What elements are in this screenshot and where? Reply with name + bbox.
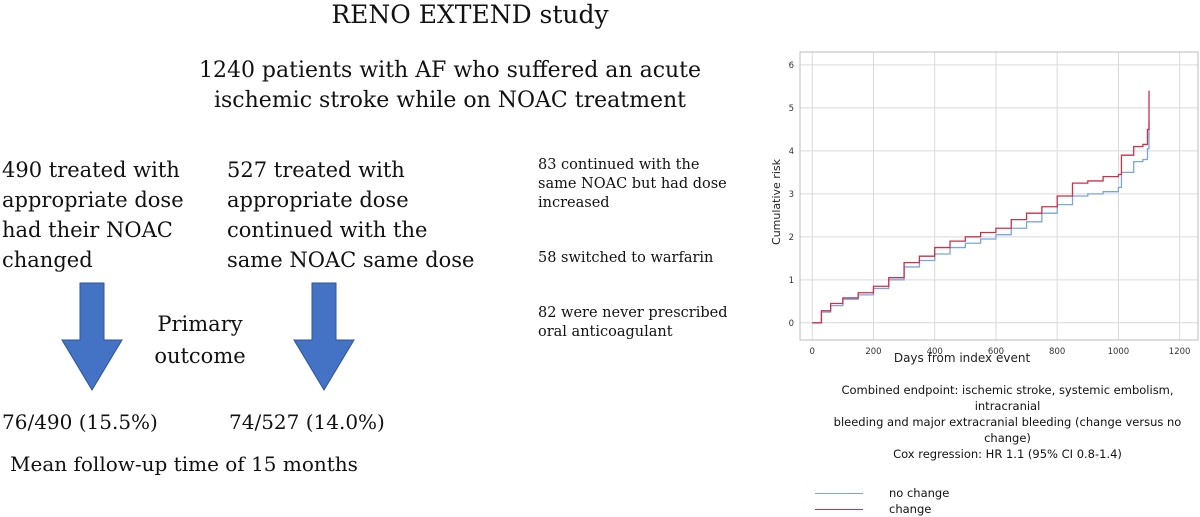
y-tick-label: 6 [789, 61, 794, 71]
down-arrow-icon-right [293, 282, 355, 391]
y-tick-label: 0 [789, 319, 794, 329]
legend-item-change: change [815, 502, 931, 516]
group-changed-line-4: changed [2, 248, 93, 272]
note-dose-increased: 83 continued with the same NOAC but had … [538, 156, 727, 213]
chart-grid [800, 52, 1198, 340]
chart-caption-line-1: Combined endpoint: ischemic stroke, syst… [841, 383, 1174, 413]
chart-axes [799, 51, 1199, 341]
result-changed: 76/490 (15.5%) [2, 410, 158, 434]
cumulative-risk-chart: 0 200 400 600 800 1000 1200 0 1 2 3 4 5 6 Days from i… [770, 51, 1199, 365]
note-never-line-2: oral anticoagulant [538, 324, 673, 340]
legend-swatch-no-change [815, 492, 863, 494]
y-axis-label: Cumulative risk [770, 158, 783, 245]
group-changed-line-1: 490 treated with [2, 158, 180, 182]
y-tick-label: 2 [789, 233, 794, 243]
group-changed-line-3: had their NOAC [2, 218, 173, 242]
y-tick-label: 4 [789, 147, 794, 157]
down-arrow-icon-left [61, 282, 123, 391]
group-continued-line-3: continued with the [227, 218, 428, 242]
legend-item-no-change: no change [815, 486, 949, 500]
y-tick-label: 5 [789, 104, 794, 114]
page-title: RENO EXTEND study [331, 0, 609, 29]
group-continued: 527 treated with appropriate dose contin… [227, 155, 474, 275]
x-tick-label: 600 [988, 347, 1004, 357]
legend-label-change: change [889, 502, 932, 516]
note-dose-increased-line-2: same NOAC but had dose [538, 176, 727, 192]
chart-series [812, 90, 1150, 324]
x-tick-label: 200 [865, 347, 881, 357]
note-dose-increased-line-3: increased [538, 195, 610, 211]
series-line-change [812, 90, 1150, 324]
note-never-line-1: 82 were never prescribed [538, 305, 728, 321]
subtitle: 1240 patients with AF who suffered an ac… [150, 56, 750, 116]
x-tick-label: 400 [927, 347, 943, 357]
group-changed: 490 treated with appropriate dose had th… [2, 155, 184, 275]
primary-outcome-line-1: Primary [157, 312, 243, 336]
y-tick-label: 1 [789, 276, 794, 286]
group-continued-line-2: appropriate dose [227, 188, 409, 212]
group-continued-line-1: 527 treated with [227, 158, 405, 182]
group-continued-line-4: same NOAC same dose [227, 248, 475, 272]
x-tick-label: 800 [1049, 347, 1065, 357]
subtitle-line-2: ischemic stroke while on NOAC treatment [213, 88, 686, 113]
subtitle-line-1: 1240 patients with AF who suffered an ac… [198, 58, 702, 83]
primary-outcome-line-2: outcome [154, 344, 246, 368]
note-never-prescribed: 82 were never prescribed oral anticoagul… [538, 304, 727, 342]
series-line-no-change [812, 120, 1150, 324]
note-warfarin: 58 switched to warfarin [538, 250, 714, 266]
legend-swatch-change [815, 508, 863, 510]
group-changed-line-2: appropriate dose [2, 188, 184, 212]
x-tick-label: 1000 [1108, 347, 1130, 357]
y-tick-label: 3 [789, 190, 794, 200]
plot-frame [799, 51, 1199, 341]
x-tick-label: 1200 [1169, 347, 1191, 357]
chart-caption-line-2: bleeding and major extracranial bleeding… [833, 415, 1182, 445]
chart-caption-line-3: Cox regression: HR 1.1 (95% CI 0.8-1.4) [893, 447, 1122, 461]
followup-text: Mean follow-up time of 15 months [10, 452, 358, 476]
primary-outcome-label: Primary outcome [140, 308, 260, 372]
chart-ticks: 0 200 400 600 800 1000 1200 0 1 2 3 4 5 6 [789, 61, 1191, 357]
x-tick-label: 0 [810, 347, 815, 357]
chart-caption: Combined endpoint: ischemic stroke, syst… [815, 382, 1200, 462]
result-continued: 74/527 (14.0%) [229, 410, 385, 434]
note-dose-increased-line-1: 83 continued with the [538, 157, 700, 173]
x-axis-label: Days from index event [894, 351, 1031, 365]
legend-label-no-change: no change [889, 486, 950, 500]
